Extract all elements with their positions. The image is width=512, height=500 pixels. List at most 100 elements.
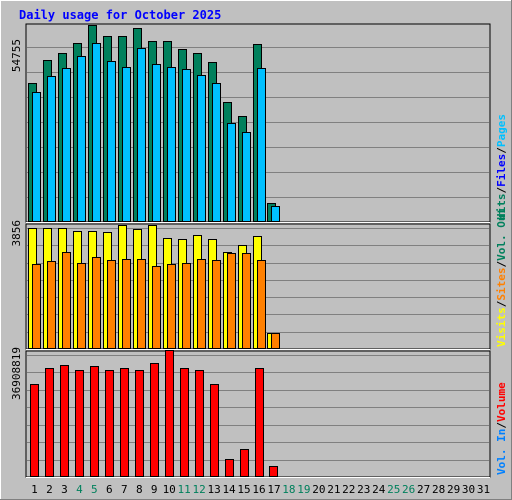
bar-sites-day-8	[137, 259, 146, 349]
bar-sites-day-4	[77, 263, 86, 349]
bar-volume-day-16	[255, 368, 264, 477]
x-axis-labels: 1 2 3 4 5 6 7 8 9 10 11 12 13 14 15 16 17 18 19 20 21 22 23 24 2…	[31, 483, 490, 496]
bar-sites-day-17	[271, 333, 280, 349]
legend-entry-sites: Sites	[495, 268, 508, 301]
x-tick-label-day-10: 10	[163, 483, 176, 496]
bar-volume-day-7	[120, 368, 129, 477]
x-tick-label-day-15: 15	[237, 483, 250, 496]
legend-entry-hits: Hits	[495, 194, 508, 221]
legend-entry-vol-in: Vol. In	[495, 429, 508, 475]
bar-sites-day-12	[197, 259, 206, 349]
bar-pages-day-13	[212, 83, 221, 222]
bar-pages-day-17	[271, 206, 280, 222]
bar-volume-day-14	[225, 459, 234, 477]
x-tick-label-day-23: 23	[357, 483, 370, 496]
x-tick-label-day-30: 30	[462, 483, 475, 496]
bar-sites-day-16	[257, 260, 266, 349]
x-tick-label-day-20: 20	[312, 483, 325, 496]
x-tick-label-day-29: 29	[447, 483, 460, 496]
x-tick-label-day-14: 14	[222, 483, 236, 496]
legend-separator: /	[495, 300, 508, 307]
legend-separator: /	[495, 147, 508, 154]
panel-hits-files-pages: 54755	[10, 23, 491, 223]
y-max-label: 54755	[10, 39, 23, 72]
x-tick-label-day-11: 11	[178, 483, 191, 496]
bar-pages-day-2	[47, 76, 56, 222]
bar-pages-day-14	[227, 123, 236, 222]
x-tick-label-day-1: 1	[31, 483, 38, 496]
x-tick-label-day-13: 13	[207, 483, 220, 496]
x-tick-label-day-3: 3	[61, 483, 68, 496]
chart-title: Daily usage for October 2025	[19, 8, 221, 22]
bar-pages-day-6	[107, 61, 116, 222]
bar-pages-day-8	[137, 48, 146, 222]
bar-sites-day-2	[47, 261, 56, 349]
bar-pages-day-12	[197, 75, 206, 222]
bar-pages-day-3	[62, 68, 71, 222]
bar-sites-day-13	[212, 260, 221, 349]
legend-2: Visits/Sites/Vol. Out	[495, 208, 508, 347]
x-tick-label-day-27: 27	[417, 483, 430, 496]
y-max-label: 3856	[10, 220, 23, 247]
bar-pages-day-9	[152, 64, 161, 222]
legend-separator: /	[495, 187, 508, 194]
x-tick-label-day-18: 18	[282, 483, 295, 496]
bar-volume-day-5	[90, 366, 99, 477]
legend-1: Hits/Files/Pages	[495, 114, 508, 220]
x-tick-label-day-16: 16	[252, 483, 265, 496]
panel-visits-sites: 3856	[10, 220, 491, 350]
bar-volume-day-4	[75, 370, 84, 477]
bar-volume-day-12	[195, 370, 204, 477]
bar-sites-day-6	[107, 260, 116, 349]
legend-separator: /	[495, 422, 508, 429]
x-tick-label-day-12: 12	[193, 483, 206, 496]
x-tick-label-day-25: 25	[387, 483, 400, 496]
bar-volume-day-15	[240, 449, 249, 477]
bar-sites-day-11	[182, 263, 191, 349]
legend-entry-pages: Pages	[495, 114, 508, 147]
bar-pages-day-16	[257, 68, 266, 222]
x-tick-label-day-17: 17	[267, 483, 280, 496]
legend-entry-vol-out: Vol. Out	[495, 208, 508, 261]
panel-volume: 36908819	[10, 347, 491, 478]
bar-sites-day-1	[32, 264, 41, 349]
bar-volume-day-6	[105, 370, 114, 477]
bar-volume-day-2	[45, 368, 54, 477]
bar-volume-day-10	[165, 350, 174, 477]
legend-entry-files: Files	[495, 154, 508, 187]
bar-pages-day-11	[182, 69, 191, 222]
bar-sites-day-3	[62, 252, 71, 349]
bar-sites-day-9	[152, 266, 161, 349]
bar-pages-day-1	[32, 92, 41, 222]
bar-pages-day-15	[242, 132, 251, 222]
bar-sites-day-10	[167, 264, 176, 349]
chart-panels: 54755 3856 36908819	[10, 23, 491, 478]
bar-pages-day-10	[167, 67, 176, 222]
x-tick-label-day-22: 22	[342, 483, 355, 496]
x-tick-label-day-28: 28	[432, 483, 445, 496]
bar-volume-day-9	[150, 363, 159, 477]
legend-entry-volume: Volume	[495, 382, 508, 422]
bar-volume-day-13	[210, 384, 219, 477]
bar-volume-day-17	[269, 466, 278, 477]
bar-sites-day-14	[227, 253, 236, 349]
x-tick-label-day-31: 31	[477, 483, 490, 496]
bar-pages-day-4	[77, 56, 86, 222]
bar-sites-day-7	[122, 259, 131, 349]
bar-volume-day-1	[30, 384, 39, 477]
x-tick-label-day-9: 9	[151, 483, 158, 496]
legend-entry-visits: Visits	[495, 307, 508, 347]
x-tick-label-day-19: 19	[297, 483, 310, 496]
x-tick-label-day-4: 4	[76, 483, 83, 496]
x-tick-label-day-5: 5	[91, 483, 98, 496]
bar-pages-day-7	[122, 67, 131, 222]
legend-separator: /	[495, 261, 508, 268]
y-max-label: 36908819	[10, 347, 23, 400]
x-tick-label-day-26: 26	[402, 483, 415, 496]
bar-volume-day-8	[135, 370, 144, 477]
bar-sites-day-15	[242, 253, 251, 349]
x-tick-label-day-6: 6	[106, 483, 113, 496]
x-tick-label-day-2: 2	[46, 483, 53, 496]
